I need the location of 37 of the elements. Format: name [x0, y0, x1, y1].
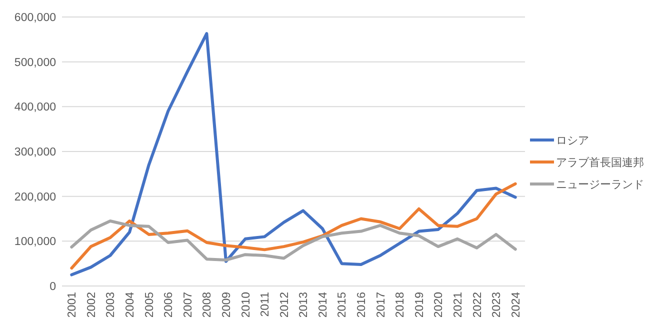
x-tick-label: 2014 [317, 291, 330, 318]
x-tick-label: 2003 [105, 292, 118, 318]
legend-label: ニュージーランド [556, 179, 644, 191]
line-series [70, 219, 517, 262]
y-tick-label: 600,000 [14, 12, 56, 24]
x-tick-label: 2011 [260, 292, 272, 317]
y-tick-label: 100,000 [14, 236, 56, 248]
y-tick-label: 500,000 [14, 56, 56, 69]
x-tick-label: 2023 [491, 292, 504, 318]
x-tick-label: 2007 [182, 292, 194, 318]
x-tick-label: 2017 [375, 292, 388, 318]
x-tick-label: 2022 [472, 292, 484, 318]
x-tick-label: 2018 [394, 292, 407, 318]
x-tick-label: 2002 [86, 292, 98, 318]
y-tick-label: 400,000 [14, 102, 56, 114]
x-tick-label: 2012 [278, 292, 291, 318]
legend-label: アラブ首長国連邦 [556, 156, 644, 169]
x-tick-label: 2001 [66, 292, 79, 318]
x-tick-label: 2008 [202, 292, 214, 318]
line-series [70, 182, 517, 270]
x-tick-label: 2021 [452, 292, 464, 318]
x-tick-label: 2009 [220, 292, 233, 318]
x-tick-label: 2004 [124, 291, 137, 318]
x-tick-label: 2010 [240, 292, 252, 318]
y-tick-label: 200,000 [14, 191, 56, 204]
x-tick-label: 2015 [336, 292, 349, 318]
y-tick-label: 0 [50, 281, 56, 293]
x-tick-label: 2020 [433, 292, 446, 318]
x-tick-label: 2006 [163, 292, 176, 318]
legend-label: ロシア [556, 135, 589, 147]
x-tick-label: 2013 [298, 292, 310, 318]
x-tick-label: 2024 [510, 291, 522, 318]
line-series [70, 32, 517, 276]
y-tick-label: 300,000 [14, 146, 56, 158]
x-tick-label: 2005 [144, 292, 156, 318]
x-tick-label: 2016 [356, 292, 368, 318]
x-tick-label: 2019 [414, 292, 426, 318]
